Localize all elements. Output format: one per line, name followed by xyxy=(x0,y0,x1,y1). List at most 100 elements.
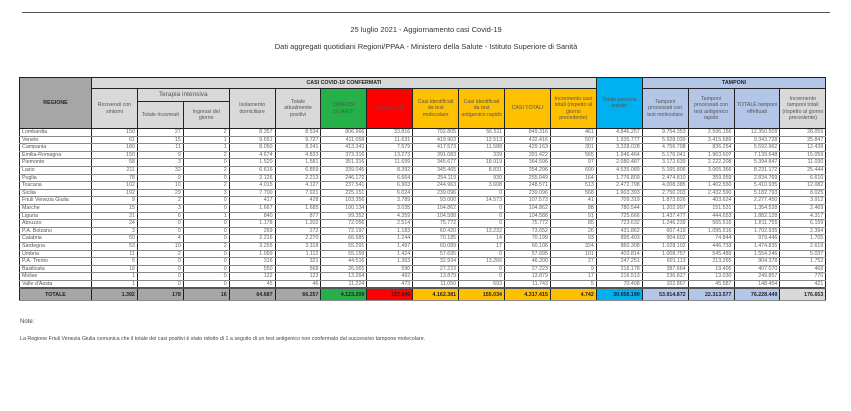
cell-5: 103.356 xyxy=(320,196,368,205)
cell-11: 1.903.393 xyxy=(595,188,643,198)
header-terapia-intensiva: Terapia intensiva xyxy=(136,88,230,102)
cell-3: 1.178 xyxy=(228,219,276,228)
cell-9: 391.422 xyxy=(504,150,551,160)
cell-15: 3.912 xyxy=(779,196,827,205)
cell-9: 73.652 xyxy=(504,226,551,236)
cell-2: 0 xyxy=(182,226,230,236)
cell-15: 421 xyxy=(779,279,827,289)
cell-14: 2.277.450 xyxy=(733,196,781,205)
cell-15: 25.847 xyxy=(779,135,827,145)
report-subtitle: Dati aggregati quotidiani Regioni/PPAA -… xyxy=(274,42,578,51)
cell-total-10: 4.742 xyxy=(549,287,597,302)
cell-0: 24 xyxy=(91,219,138,228)
cell-10: 324 xyxy=(549,241,597,251)
cell-7: 391.083 xyxy=(412,150,460,160)
table-row: Sicilia 192 29 3 7.700 7.921 225.151 6.024 239.0… xyxy=(19,188,827,198)
cell-12: 1.202.997 xyxy=(641,203,689,213)
cell-9: 429.163 xyxy=(504,143,551,152)
cell-3: 417 xyxy=(228,196,276,205)
cell-1: 9 xyxy=(136,150,184,160)
cell-2: 0 xyxy=(182,196,230,205)
cell-15: 5.037 xyxy=(779,249,827,259)
cell-5: 11.224 xyxy=(320,279,368,289)
cell-4: 1.112 xyxy=(274,249,322,259)
header-totale-ricoverati: Totale ricoverati xyxy=(136,101,184,129)
cell-14: 5.410.935 xyxy=(733,181,781,190)
cell-0: 150 xyxy=(91,128,138,137)
cell-5: 351.316 xyxy=(320,158,368,167)
table-row: Puglia 78 9 0 2.126 2.213 246.172 6.664 254.119 9… xyxy=(19,173,827,183)
cell-9: 104.862 xyxy=(504,203,551,213)
cell-1: 0 xyxy=(136,257,184,266)
cell-9: 107.573 xyxy=(504,196,551,205)
table-row: Marche 15 3 0 1.667 1.685 100.134 3.035 104.862 0… xyxy=(19,203,827,213)
table-row: Veneto 61 15 1 9.651 9.727 411.058 11.631 419.90… xyxy=(19,135,827,145)
table-row: Toscana 102 10 2 4.015 4.127 237.541 6.903 244.9… xyxy=(19,181,827,190)
cell-9: 364.596 xyxy=(504,158,551,167)
cell-2: 2 xyxy=(182,181,230,190)
cell-1: 0 xyxy=(136,279,184,289)
cell-5: 55.159 xyxy=(320,249,368,259)
cell-13: 545.489 xyxy=(687,249,735,259)
table-row: Abruzzo 24 0 0 1.178 1.202 72.056 2.514 75.772 0 7… xyxy=(19,219,827,228)
cell-13: 359.959 xyxy=(687,173,735,183)
cell-6: 1.183 xyxy=(366,226,414,236)
cell-8: 0 xyxy=(458,203,506,213)
cell-6: 11.699 xyxy=(366,158,414,167)
region-name: Sardegna xyxy=(19,241,92,251)
cell-7: 60.089 xyxy=(412,241,460,251)
cell-8: 18.919 xyxy=(458,158,506,167)
cell-9: 57.695 xyxy=(504,249,551,259)
cell-5: 26.065 xyxy=(320,264,368,274)
header-totale-positivi: Totale attualmente positivi xyxy=(274,88,322,129)
cell-14: 1.811.755 xyxy=(733,219,781,228)
total-row: TOTALE 1.392 178 16 64.687 66.257 4.123.209 127… xyxy=(19,287,827,302)
cell-3: 4.015 xyxy=(228,181,276,190)
cell-14: 1.354.528 xyxy=(733,203,781,213)
cell-10: 513 xyxy=(549,181,597,190)
table-row: P.A. Trento 5 0 0 316 321 44.516 1.363 32.934 13.… xyxy=(19,257,827,266)
cell-10: 301 xyxy=(549,143,597,152)
table-row: Calabria 50 4 0 2.216 2.270 66.685 1.244 70.185 1… xyxy=(19,234,827,243)
cell-3: 269 xyxy=(228,226,276,236)
cell-1: 9 xyxy=(136,173,184,183)
cell-14: 5.394.847 xyxy=(733,158,781,167)
cell-10: 600 xyxy=(549,165,597,175)
table-row: Basilicata 18 0 0 550 568 26.065 590 27.223 0 27.2… xyxy=(19,264,827,274)
cell-15: 1.705 xyxy=(779,234,827,243)
cell-7: 11.050 xyxy=(412,279,460,289)
cell-3: 550 xyxy=(228,264,276,274)
cell-12: 3.172.639 xyxy=(641,158,689,167)
cell-3: 1.667 xyxy=(228,203,276,213)
cell-13: 2.596.156 xyxy=(687,128,735,137)
cell-11: 4.535.089 xyxy=(595,165,643,175)
cell-5: 72.197 xyxy=(320,226,368,236)
cell-3: 4.674 xyxy=(228,150,276,160)
cell-14: 148.454 xyxy=(733,279,781,289)
region-name: Lazio xyxy=(19,165,92,175)
region-name: Sicilia xyxy=(19,188,92,198)
cell-5: 806.966 xyxy=(320,128,368,137)
table-row: Friuli Venezia Giulia 9 2 0 417 428 103.356 3.7… xyxy=(19,196,827,205)
cell-8: 56.511 xyxy=(458,128,506,137)
cell-0: 15 xyxy=(91,203,138,213)
cell-10: 101 xyxy=(549,249,597,259)
cell-3: 316 xyxy=(228,257,276,266)
cell-15: 770 xyxy=(779,272,827,281)
cell-8: 0 xyxy=(458,219,506,228)
region-name: Marche xyxy=(19,203,92,213)
cell-13: 403.624 xyxy=(687,196,735,205)
cell-6: 2.514 xyxy=(366,219,414,228)
cell-6: 7.579 xyxy=(366,143,414,152)
cell-5: 72.056 xyxy=(320,219,368,228)
header-incremento-casi: Incremento casi totali (rispetto al gior… xyxy=(549,88,597,129)
cell-11: 70.408 xyxy=(595,279,643,289)
cell-4: 3.318 xyxy=(274,241,322,251)
cell-10: 88 xyxy=(549,203,597,213)
cell-1: 10 xyxy=(136,181,184,190)
cell-1: 15 xyxy=(136,135,184,145)
cell-11: 723.632 xyxy=(595,219,643,228)
cell-0: 192 xyxy=(91,188,138,198)
cell-total-11: 30.656.190 xyxy=(595,287,643,302)
cell-2: 2 xyxy=(182,165,230,175)
